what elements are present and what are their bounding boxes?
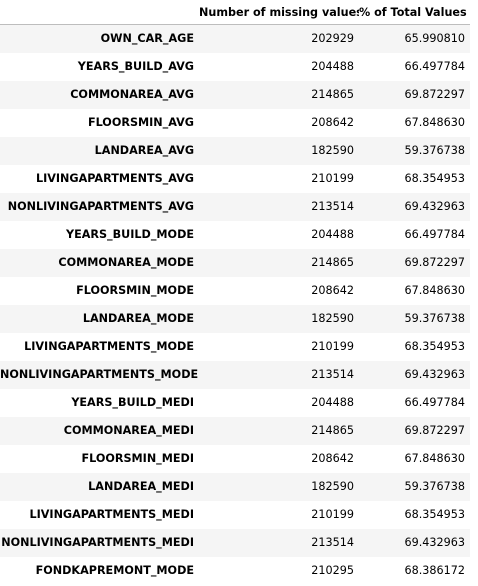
table-row: YEARS_BUILD_MEDI 204488 66.497784 xyxy=(0,388,470,417)
row-label: LIVINGAPARTMENTS_MODE xyxy=(24,340,194,353)
percent-total-cell: 59.376738 xyxy=(404,480,466,493)
row-label: YEARS_BUILD_MODE xyxy=(65,228,194,241)
percent-total-cell: 69.872297 xyxy=(404,424,466,437)
missing-count-cell: 213514 xyxy=(311,368,354,381)
table-row: COMMONAREA_AVG 214865 69.872297 xyxy=(0,80,470,109)
row-label: OWN_CAR_AGE xyxy=(100,32,194,46)
percent-total-cell: 68.354953 xyxy=(404,172,466,185)
missing-count-cell: 214865 xyxy=(311,424,354,437)
index-header xyxy=(0,0,199,25)
row-label: FLOORSMIN_AVG xyxy=(87,116,194,129)
row-label: NONLIVINGAPARTMENTS_AVG xyxy=(7,200,194,213)
percent-total-cell: 69.432963 xyxy=(404,200,466,213)
percent-total-cell: 68.354953 xyxy=(404,340,466,353)
percent-total-cell: 68.354953 xyxy=(404,508,466,521)
row-label: LANDAREA_MEDI xyxy=(88,480,194,493)
missing-count-cell: 204488 xyxy=(311,228,354,241)
table-row: NONLIVINGAPARTMENTS_MEDI 213514 69.432963 xyxy=(0,528,470,557)
row-label: FONDKAPREMONT_MODE xyxy=(35,564,194,577)
row-label: FLOORSMIN_MEDI xyxy=(81,452,194,465)
table-row: NONLIVINGAPARTMENTS_AVG 213514 69.432963 xyxy=(0,192,470,221)
missing-count-cell: 208642 xyxy=(311,452,354,465)
table-row: COMMONAREA_MODE 214865 69.872297 xyxy=(0,248,470,277)
row-label: LANDAREA_AVG xyxy=(94,144,194,157)
row-label: YEARS_BUILD_AVG xyxy=(77,60,194,73)
row-label: LIVINGAPARTMENTS_AVG xyxy=(35,172,194,185)
table-row: LANDAREA_AVG 182590 59.376738 xyxy=(0,136,470,165)
row-label: COMMONAREA_MEDI xyxy=(63,424,194,437)
percent-total-cell: 59.376738 xyxy=(404,144,466,157)
row-label: COMMONAREA_MODE xyxy=(58,256,194,269)
percent-total-cell: 66.497784 xyxy=(404,396,466,409)
missing-count-cell: 204488 xyxy=(311,60,354,73)
table-body: OWN_CAR_AGE 202929 65.990810 YEARS_BUILD_AV… xyxy=(0,24,470,585)
table-row: FLOORSMIN_MODE 208642 67.848630 xyxy=(0,276,470,305)
percent-total-cell: 69.872297 xyxy=(404,256,466,269)
percent-total-cell: 66.497784 xyxy=(404,60,466,73)
table-row: LANDAREA_MODE 182590 59.376738 xyxy=(0,304,470,333)
missing-count-cell: 202929 xyxy=(311,32,354,46)
header-row: Number of missing values % of Total Valu… xyxy=(0,0,470,25)
missing-count-cell: 182590 xyxy=(311,312,354,325)
missing-count-cell: 204488 xyxy=(311,396,354,409)
table-row: NONLIVINGAPARTMENTS_MODE 213514 69.432963 xyxy=(0,360,470,389)
table-header: Number of missing values % of Total Valu… xyxy=(0,0,470,25)
row-label: LIVINGAPARTMENTS_MEDI xyxy=(29,508,194,521)
missing-count-cell: 210199 xyxy=(311,508,354,521)
missing-count-cell: 182590 xyxy=(311,144,354,157)
missing-count-cell: 182590 xyxy=(311,480,354,493)
missing-count-cell: 214865 xyxy=(311,88,354,101)
missing-count-cell: 210199 xyxy=(311,340,354,353)
table-row: FLOORSMIN_MEDI 208642 67.848630 xyxy=(0,444,470,473)
table-row: YEARS_BUILD_MODE 204488 66.497784 xyxy=(0,220,470,249)
table-row: LIVINGAPARTMENTS_MODE 210199 68.354953 xyxy=(0,332,470,361)
percent-total-cell: 69.432963 xyxy=(404,368,466,381)
table-row: FONDKAPREMONT_MODE 210295 68.386172 xyxy=(0,556,470,585)
table-row: LIVINGAPARTMENTS_AVG 210199 68.354953 xyxy=(0,164,470,193)
missing-count-header: Number of missing values xyxy=(199,0,359,25)
table-row: LANDAREA_MEDI 182590 59.376738 xyxy=(0,472,470,501)
missing-count-cell: 208642 xyxy=(311,116,354,129)
missing-count-cell: 213514 xyxy=(311,536,354,549)
table-row: FLOORSMIN_AVG 208642 67.848630 xyxy=(0,108,470,137)
percent-total-cell: 69.432963 xyxy=(404,536,466,549)
table-row: COMMONAREA_MEDI 214865 69.872297 xyxy=(0,416,470,445)
row-label: COMMONAREA_AVG xyxy=(70,88,194,101)
row-label: LANDAREA_MODE xyxy=(82,312,194,325)
row-label: FLOORSMIN_MODE xyxy=(76,284,194,297)
percent-total-cell: 66.497784 xyxy=(404,228,466,241)
row-label: NONLIVINGAPARTMENTS_MEDI xyxy=(1,536,194,549)
table-row: OWN_CAR_AGE 202929 65.990810 xyxy=(0,24,470,53)
table-row: YEARS_BUILD_AVG 204488 66.497784 xyxy=(0,52,470,81)
percent-total-cell: 68.386172 xyxy=(404,564,466,577)
row-label: NONLIVINGAPARTMENTS_MODE xyxy=(0,368,199,381)
missing-count-cell: 208642 xyxy=(311,284,354,297)
table-row: LIVINGAPARTMENTS_MEDI 210199 68.354953 xyxy=(0,500,470,529)
missing-count-cell: 210199 xyxy=(311,172,354,185)
missing-count-cell: 210295 xyxy=(311,564,354,577)
percent-total-cell: 65.990810 xyxy=(404,32,466,46)
percent-total-cell: 67.848630 xyxy=(404,116,466,129)
row-label: YEARS_BUILD_MEDI xyxy=(71,396,194,409)
missing-count-cell: 214865 xyxy=(311,256,354,269)
percent-total-cell: 67.848630 xyxy=(404,284,466,297)
percent-total-cell: 67.848630 xyxy=(404,452,466,465)
missing-count-cell: 213514 xyxy=(311,200,354,213)
percent-total-header: % of Total Values xyxy=(359,0,470,25)
percent-total-cell: 69.872297 xyxy=(404,88,466,101)
percent-total-cell: 59.376738 xyxy=(404,312,466,325)
